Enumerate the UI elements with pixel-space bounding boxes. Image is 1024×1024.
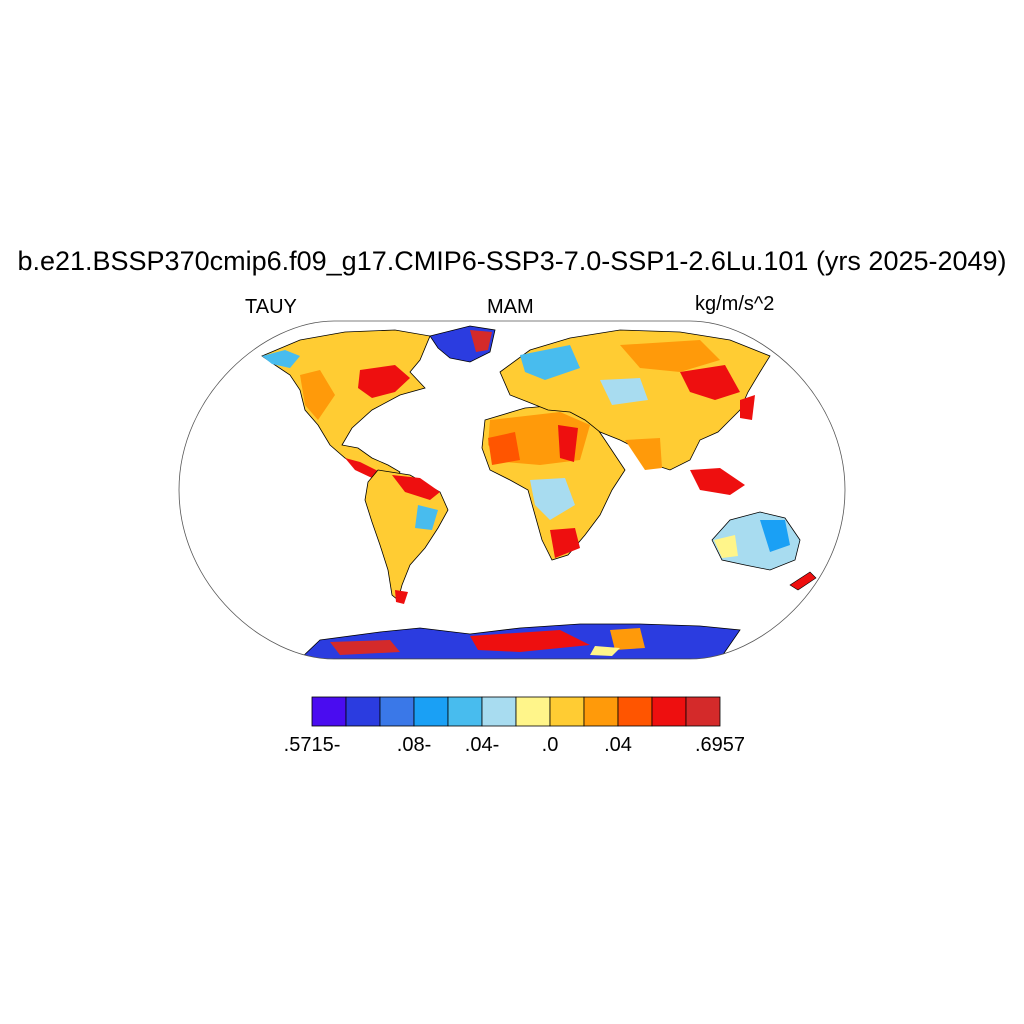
colorbar-box-10 [651, 696, 687, 727]
map-content [261, 325, 817, 659]
antarctica-orange-east [610, 628, 645, 650]
colorbar-box-7 [549, 696, 585, 727]
colorbar-label-4: .04 [604, 734, 632, 756]
central-asia-blue [600, 378, 648, 405]
colorbar-label-1: .08- [396, 734, 432, 756]
colorbar-box-11 [685, 696, 721, 727]
egypt-red [558, 425, 578, 462]
east-asia-red [680, 365, 740, 400]
south-america-north-red [392, 475, 440, 500]
colorbar-box-5 [481, 696, 517, 727]
siberia-orange [620, 340, 720, 372]
plot-title: b.e21.BSSP370cmip6.f09_g17.CMIP6-SSP3-7.… [17, 246, 1007, 276]
north-america-west-orange [300, 370, 335, 420]
colorbar-box-0 [311, 696, 347, 727]
africa-central-blue [530, 478, 575, 520]
colorbar-label-5: .6957 [694, 734, 746, 756]
colorbar-label-2: .04- [464, 734, 500, 756]
north-america-hotspot [358, 365, 410, 398]
colorbar [311, 696, 721, 727]
south-america-tip-red [395, 590, 408, 604]
colorbar-box-6 [515, 696, 551, 727]
mexico-red [345, 458, 380, 478]
colorbar-box-3 [413, 696, 449, 727]
colorbar-box-2 [379, 696, 415, 727]
south-america-blue [415, 505, 438, 530]
new-zealand-region [789, 571, 817, 591]
colorbar-label-3: .0 [541, 734, 559, 756]
antarctica-yellow [590, 646, 620, 656]
europe-blue [520, 345, 580, 380]
colorbar-box-1 [345, 696, 381, 727]
alaska-blue [262, 350, 300, 368]
colorbar-label-0: .5715- [283, 734, 341, 756]
greenland-red [470, 330, 492, 352]
antarctica-red-center [470, 630, 590, 652]
colorbar-box-9 [617, 696, 653, 727]
japan-red [740, 395, 755, 420]
colorbar-box-8 [583, 696, 619, 727]
units-label: kg/m/s^2 [695, 293, 775, 315]
colorbar-box-4 [447, 696, 483, 727]
india-orange [625, 438, 662, 470]
map-boundary [178, 320, 846, 660]
australia-east-blue [760, 520, 790, 552]
southeast-asia-red [690, 468, 745, 495]
australia-west-yellow [714, 535, 738, 558]
variable-label: TAUY [245, 296, 297, 318]
antarctica-red-west [330, 640, 400, 655]
sahara-red-west [488, 432, 520, 465]
africa-south-red [550, 528, 580, 558]
season-label: MAM [487, 296, 534, 318]
